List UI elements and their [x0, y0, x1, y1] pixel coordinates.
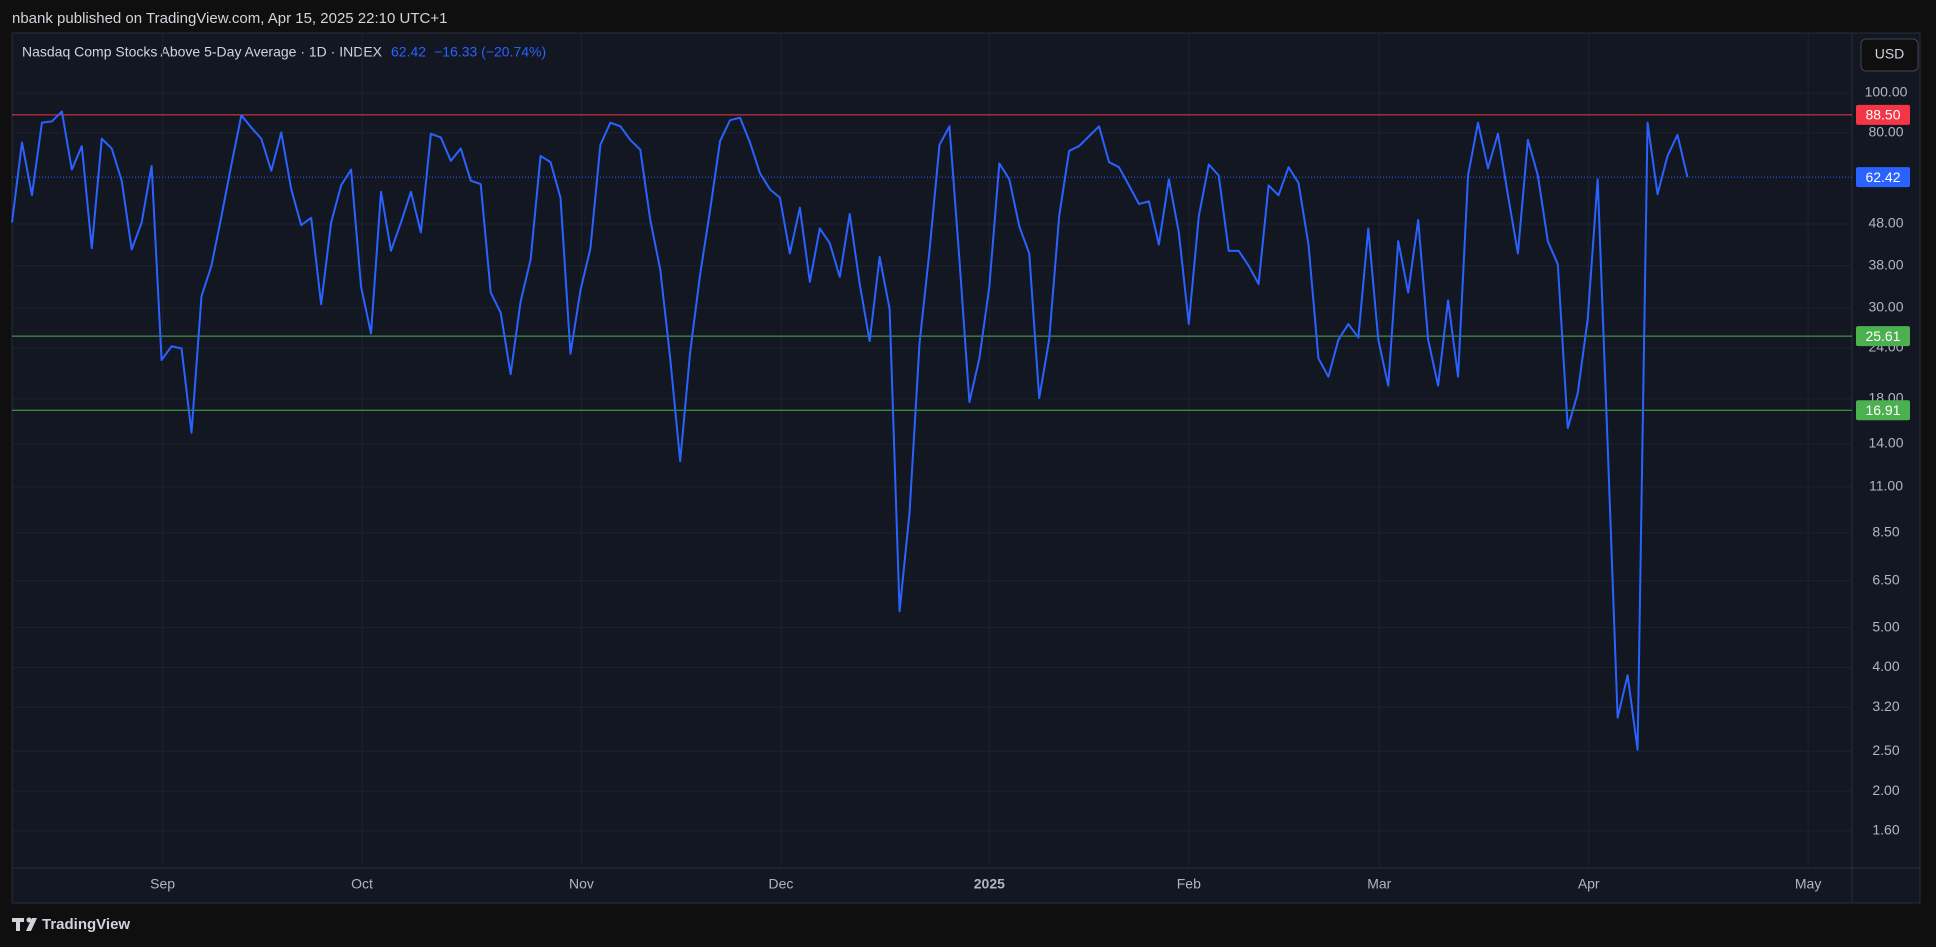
x-tick-label: Mar: [1367, 876, 1391, 892]
x-tick-label: May: [1795, 876, 1821, 892]
x-tick-label: 2025: [974, 876, 1005, 892]
y-tick-label: 2.50: [1872, 742, 1899, 758]
price-label: 16.91: [1865, 402, 1900, 418]
y-tick-label: 6.50: [1872, 572, 1899, 588]
plot-area: 100.0080.0048.0038.0030.0024.0018.0014.0…: [11, 33, 1910, 892]
logo-dot: [26, 917, 32, 923]
currency-label[interactable]: USD: [1875, 46, 1905, 62]
y-tick-label: 4.00: [1872, 658, 1899, 674]
price-label-box: [1856, 167, 1910, 188]
price-label: 25.61: [1865, 328, 1900, 344]
brand-logo: [12, 917, 37, 931]
x-tick-label: Dec: [768, 876, 793, 892]
legend-change: −16.33 (−20.74%): [434, 44, 546, 60]
x-tick-label: Sep: [150, 876, 175, 892]
price-label-box: [1856, 400, 1910, 421]
legend: Nasdaq Comp Stocks Above 5-Day Average ·…: [22, 44, 546, 60]
logo-shape: [12, 918, 24, 931]
x-tick-label: Oct: [351, 876, 373, 892]
y-tick-label: 3.20: [1872, 698, 1899, 714]
brand-name: TradingView: [42, 916, 130, 933]
y-tick-label: 14.00: [1868, 435, 1903, 451]
y-tick-label: 30.00: [1868, 299, 1903, 315]
price-label-box: [1856, 104, 1910, 125]
y-tick-label: 48.00: [1868, 215, 1903, 231]
legend-last: 62.42: [391, 44, 426, 60]
y-tick-label: 38.00: [1868, 256, 1903, 272]
legend-name: Nasdaq Comp Stocks Above 5-Day Average ·…: [22, 44, 383, 60]
y-tick-label: 80.00: [1868, 124, 1903, 140]
y-tick-label: 1.60: [1872, 822, 1899, 838]
y-tick-label: 100.00: [1865, 84, 1908, 100]
x-tick-label: Nov: [569, 876, 594, 892]
y-tick-label: 5.00: [1872, 618, 1899, 634]
y-tick-label: 2.00: [1872, 782, 1899, 798]
price-label: 62.42: [1865, 169, 1900, 185]
chart-panel: [11, 32, 1921, 904]
y-tick-label: 8.50: [1872, 524, 1899, 540]
x-tick-label: Apr: [1578, 876, 1600, 892]
x-tick-label: Feb: [1177, 876, 1201, 892]
data-line: [11, 110, 1689, 751]
publish-info: nbank published on TradingView.com, Apr …: [12, 10, 447, 27]
logo-shape: [26, 918, 37, 931]
price-label-box: [1856, 326, 1910, 347]
y-tick-label: 11.00: [1869, 478, 1903, 494]
price-label: 88.50: [1865, 107, 1900, 123]
currency-button[interactable]: [1860, 38, 1919, 72]
